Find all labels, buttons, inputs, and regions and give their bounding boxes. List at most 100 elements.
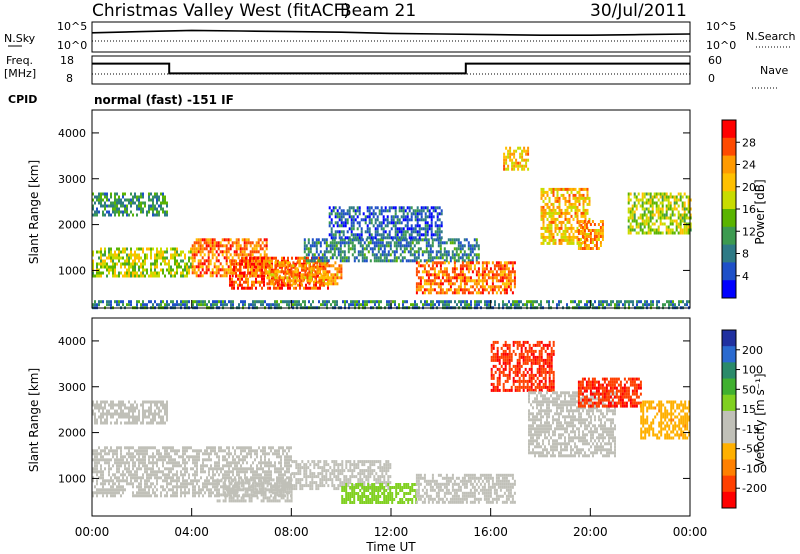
heatmap-cell-region-11 bbox=[667, 195, 670, 199]
heatmap-cell-region-1 bbox=[232, 455, 234, 459]
heatmap-cell-region-6 bbox=[438, 224, 441, 228]
heatmap-cell-region-8 bbox=[503, 152, 506, 156]
heatmap-cell-region-2 bbox=[211, 274, 214, 278]
heatmap-cell-region-5 bbox=[357, 241, 360, 245]
heatmap-cell-region-12 bbox=[446, 303, 448, 307]
heatmap-cell-region-7 bbox=[433, 279, 436, 283]
heatmap-cell-region-1 bbox=[216, 488, 218, 492]
heatmap-cell-region-12 bbox=[324, 303, 326, 307]
heatmap-cell-region-9 bbox=[564, 196, 567, 200]
heatmap-cell-region-1 bbox=[192, 467, 194, 471]
heatmap-cell-region-6 bbox=[430, 227, 433, 231]
heatmap-cell-region-12 bbox=[444, 303, 446, 307]
heatmap-cell-region-11 bbox=[647, 207, 650, 211]
heatmap-cell-region-12 bbox=[116, 303, 118, 307]
heatmap-cell-region-0 bbox=[124, 198, 126, 202]
heatmap-cell-region-10 bbox=[581, 220, 584, 223]
heatmap-cell-region-5 bbox=[467, 241, 470, 245]
heatmap-cell-region-4 bbox=[308, 270, 311, 274]
heatmap-cell-region-7 bbox=[491, 261, 494, 265]
heatmap-cell-region-5 bbox=[311, 238, 314, 242]
heatmap-cell-region-1 bbox=[194, 491, 196, 495]
heatmap-cell-region-1 bbox=[144, 256, 146, 260]
heatmap-cell-region-5 bbox=[399, 244, 402, 248]
heatmap-cell-region-11 bbox=[677, 222, 680, 226]
heatmap-cell-region-6 bbox=[384, 230, 387, 234]
heatmap-cell-region-8 bbox=[507, 164, 510, 168]
heatmap-cell-region-1 bbox=[118, 446, 120, 450]
heatmap-cell-region-11 bbox=[655, 231, 658, 235]
heatmap-cell-region-7 bbox=[465, 264, 468, 268]
heatmap-cell-region-1 bbox=[116, 491, 118, 495]
heatmap-cell-region-1 bbox=[172, 268, 174, 272]
heatmap-cell-region-3 bbox=[245, 274, 247, 278]
heatmap-cell-region-1 bbox=[92, 253, 94, 257]
heatmap-cell-region-2 bbox=[221, 268, 224, 272]
heatmap-cell-region-9 bbox=[572, 238, 575, 242]
heatmap-cell-region-1 bbox=[134, 461, 136, 465]
heatmap-cell-region-3 bbox=[245, 286, 247, 290]
heatmap-cell-region-11 bbox=[687, 228, 690, 232]
heatmap-cell-region-1 bbox=[172, 256, 174, 260]
heatmap-cell-region-1 bbox=[236, 473, 238, 477]
heatmap-cell-region-1 bbox=[154, 274, 156, 278]
heatmap-cell-region-11 bbox=[687, 222, 690, 226]
heatmap-cell-region-1 bbox=[158, 271, 160, 275]
heatmap-cell-region-5 bbox=[467, 247, 470, 251]
heatmap-cell-region-12 bbox=[228, 300, 230, 304]
heatmap-cell-region-2 bbox=[221, 253, 224, 257]
heatmap-cell-region-5 bbox=[425, 250, 428, 254]
heatmap-cell-region-1 bbox=[192, 461, 194, 465]
heatmap-cell-region-4 bbox=[316, 270, 319, 274]
heatmap-cell-region-1 bbox=[192, 479, 194, 483]
heatmap-cell-region-0 bbox=[98, 192, 100, 196]
heatmap-cell-region-8 bbox=[507, 152, 510, 156]
heatmap-cell-region-1 bbox=[116, 274, 118, 278]
heatmap-cell-region-0 bbox=[126, 415, 128, 419]
heatmap-cell-region-9 bbox=[542, 208, 545, 212]
heatmap-cell-region-0 bbox=[162, 421, 164, 425]
heatmap-cell-region-5 bbox=[323, 238, 326, 242]
heatmap-cell-region-5 bbox=[305, 247, 308, 251]
heatmap-cell-region-3 bbox=[269, 286, 271, 290]
heatmap-cell-region-5 bbox=[353, 250, 356, 254]
heatmap-cell-region-5 bbox=[335, 241, 338, 245]
heatmap-cell-region-1 bbox=[130, 446, 132, 450]
heatmap-cell-region-9 bbox=[584, 235, 587, 239]
heatmap-cell-region-9 bbox=[558, 208, 561, 212]
heatmap-cell-region-9 bbox=[582, 214, 585, 218]
heatmap-cell-region-1 bbox=[140, 479, 142, 483]
heatmap-cell-region-9 bbox=[542, 226, 545, 230]
heatmap-cell-region-1 bbox=[96, 464, 98, 468]
heatmap-cell-region-2 bbox=[207, 238, 210, 242]
heatmap-cell-region-1 bbox=[92, 479, 94, 483]
heatmap-cell-region-7 bbox=[421, 276, 424, 280]
heatmap-cell-region-1 bbox=[158, 455, 160, 459]
heatmap-cell-region-0 bbox=[166, 403, 168, 407]
heatmap-cell-region-0 bbox=[130, 406, 132, 410]
heatmap-cell-region-1 bbox=[166, 455, 168, 459]
heatmap-cell-region-4 bbox=[286, 270, 289, 274]
heatmap-cell-region-0 bbox=[124, 207, 126, 211]
heatmap-cell-region-4 bbox=[312, 267, 315, 271]
heatmap-cell-region-10 bbox=[581, 235, 584, 238]
heatmap-cell-region-5 bbox=[461, 244, 464, 248]
heatmap-cell-region-0 bbox=[104, 403, 106, 407]
heatmap-cell-region-6 bbox=[368, 230, 371, 234]
heatmap-cell-region-1 bbox=[104, 467, 106, 471]
heatmap-cell-region-2 bbox=[215, 241, 218, 245]
heatmap-cell-region-10 bbox=[601, 223, 604, 226]
heatmap-cell-region-3 bbox=[257, 259, 259, 263]
heatmap-cell-region-1 bbox=[134, 470, 136, 474]
heatmap-cell-region-5 bbox=[439, 238, 442, 242]
heatmap-cell-region-9 bbox=[580, 241, 583, 245]
heatmap-cell-region-0 bbox=[142, 207, 144, 211]
heatmap-cell-region-1 bbox=[156, 494, 158, 498]
heatmap-cell-region-5 bbox=[363, 259, 366, 263]
heatmap-cell-region-2 bbox=[239, 247, 242, 251]
heatmap-cell-region-3 bbox=[267, 259, 269, 263]
heatmap-cell-region-3 bbox=[307, 256, 309, 260]
heatmap-cell-region-1 bbox=[190, 446, 192, 450]
heatmap-cell-region-8 bbox=[521, 158, 524, 162]
heatmap-cell-region-12 bbox=[602, 300, 604, 304]
